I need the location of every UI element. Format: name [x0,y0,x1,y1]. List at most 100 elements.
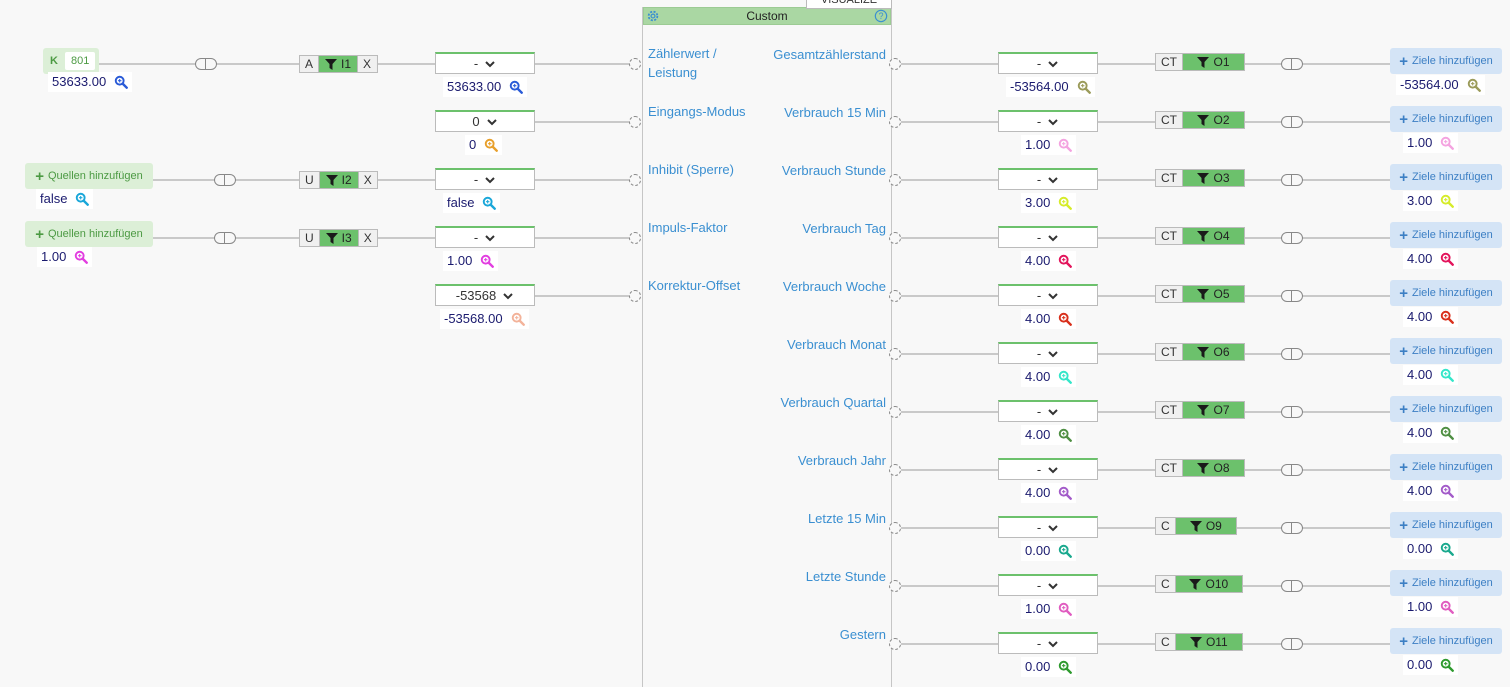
filter-mode[interactable]: U [300,172,320,188]
magnifier-icon[interactable] [1440,600,1455,614]
filter-group[interactable]: U I2 X [299,171,378,189]
custom-block[interactable]: Custom ? [642,7,892,687]
magnifier-icon[interactable] [1058,660,1073,674]
filter-group[interactable]: CT O4 [1155,227,1245,245]
add-targets-button[interactable]: + Ziele hinzufügen [1390,454,1502,480]
filter-button[interactable]: O1 [1183,54,1244,70]
filter-group[interactable]: CT O6 [1155,343,1245,361]
magnifier-icon[interactable] [480,254,495,268]
port-connector[interactable] [889,638,901,650]
magnifier-icon[interactable] [1058,544,1073,558]
output-dropdown[interactable]: - [998,516,1098,538]
filter-mode[interactable]: CT [1156,286,1183,302]
link-connector[interactable] [1281,174,1303,186]
magnifier-icon[interactable] [1440,310,1455,324]
add-targets-button[interactable]: + Ziele hinzufügen [1390,222,1502,248]
filter-mode[interactable]: CT [1156,228,1183,244]
input-dropdown[interactable]: - [435,52,535,74]
filter-mode[interactable]: U [300,230,320,246]
input-dropdown[interactable]: -53568 [435,284,535,306]
filter-button[interactable]: O9 [1175,518,1236,534]
filter-mode[interactable]: CT [1156,460,1183,476]
filter-button[interactable]: O2 [1183,112,1244,128]
port-connector[interactable] [889,406,901,418]
filter-button[interactable]: O8 [1183,460,1244,476]
filter-mode[interactable]: C [1156,634,1176,650]
filter-button[interactable]: O6 [1183,344,1244,360]
filter-button[interactable]: O7 [1183,402,1244,418]
output-dropdown[interactable]: - [998,400,1098,422]
port-connector[interactable] [889,580,901,592]
link-connector[interactable] [1281,58,1303,70]
link-connector[interactable] [1281,464,1303,476]
magnifier-icon[interactable] [1440,368,1455,382]
port-connector[interactable] [889,290,901,302]
add-targets-button[interactable]: + Ziele hinzufügen [1390,280,1502,306]
filter-group[interactable]: CT O5 [1155,285,1245,303]
magnifier-icon[interactable] [511,312,525,326]
link-connector[interactable] [1281,290,1303,302]
output-dropdown[interactable]: - [998,52,1098,74]
link-connector[interactable] [214,232,236,244]
magnifier-icon[interactable] [1440,252,1455,266]
magnifier-icon[interactable] [1440,426,1455,440]
input-dropdown[interactable]: 0 [435,110,535,132]
magnifier-icon[interactable] [1467,78,1481,92]
magnifier-icon[interactable] [1440,658,1455,672]
help-icon[interactable]: ? [874,9,888,23]
filter-button[interactable]: O11 [1175,634,1242,650]
filter-mode[interactable]: CT [1156,402,1183,418]
magnifier-icon[interactable] [1440,194,1455,208]
output-dropdown[interactable]: - [998,574,1098,596]
gear-icon[interactable] [646,9,660,23]
filter-mode[interactable]: C [1156,576,1176,592]
filter-remove[interactable]: X [357,56,377,72]
output-dropdown[interactable]: - [998,632,1098,654]
filter-button[interactable]: O3 [1183,170,1244,186]
port-connector[interactable] [889,174,901,186]
filter-group[interactable]: CT O2 [1155,111,1245,129]
filter-mode[interactable]: A [300,56,320,72]
filter-group[interactable]: U I3 X [299,229,378,247]
filter-button[interactable]: I2 [319,172,358,188]
input-dropdown[interactable]: - [435,226,535,248]
filter-mode[interactable]: CT [1156,170,1183,186]
magnifier-icon[interactable] [1440,542,1455,556]
magnifier-icon[interactable] [1440,484,1455,498]
link-connector[interactable] [214,174,236,186]
filter-remove[interactable]: X [357,230,377,246]
port-connector[interactable] [889,522,901,534]
filter-group[interactable]: CT O3 [1155,169,1245,187]
magnifier-icon[interactable] [1058,486,1073,500]
magnifier-icon[interactable] [509,80,524,94]
magnifier-icon[interactable] [1058,254,1073,268]
port-connector[interactable] [889,232,901,244]
link-connector[interactable] [1281,232,1303,244]
add-sources-button[interactable]: + Quellen hinzufügen [25,221,153,247]
filter-group[interactable]: CT O7 [1155,401,1245,419]
filter-button[interactable]: O10 [1175,576,1242,592]
k-source-badge[interactable]: K 801 [43,48,99,74]
filter-group[interactable]: C O10 [1155,575,1243,593]
link-connector[interactable] [1281,116,1303,128]
filter-mode[interactable]: CT [1156,112,1183,128]
magnifier-icon[interactable] [484,138,499,152]
filter-group[interactable]: C O9 [1155,517,1237,535]
magnifier-icon[interactable] [1058,138,1073,152]
magnifier-icon[interactable] [74,250,89,264]
filter-button[interactable]: O5 [1183,286,1244,302]
filter-button[interactable]: I1 [319,56,358,72]
output-dropdown[interactable]: - [998,458,1098,480]
add-targets-button[interactable]: + Ziele hinzufügen [1390,164,1502,190]
visualize-button[interactable]: VISUALIZE [806,0,892,9]
magnifier-icon[interactable] [1058,196,1073,210]
magnifier-icon[interactable] [1440,136,1455,150]
output-dropdown[interactable]: - [998,342,1098,364]
port-connector[interactable] [889,116,901,128]
magnifier-icon[interactable] [1058,428,1073,442]
port-connector[interactable] [629,58,641,70]
add-targets-button[interactable]: + Ziele hinzufügen [1390,106,1502,132]
add-sources-button[interactable]: + Quellen hinzufügen [25,163,153,189]
port-connector[interactable] [629,174,641,186]
output-dropdown[interactable]: - [998,284,1098,306]
